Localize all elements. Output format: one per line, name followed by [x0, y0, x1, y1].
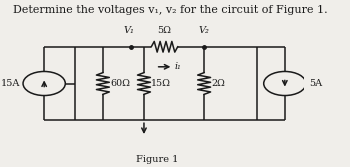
Text: V₂: V₂ — [199, 26, 210, 35]
Text: 60Ω: 60Ω — [110, 79, 130, 88]
Text: Determine the voltages v₁, v₂ for the circuit of Figure 1.: Determine the voltages v₁, v₂ for the ci… — [13, 5, 328, 15]
Text: Figure 1: Figure 1 — [136, 155, 178, 164]
Text: V₁: V₁ — [124, 26, 135, 35]
Text: 5A: 5A — [309, 79, 322, 88]
Text: 15A: 15A — [1, 79, 20, 88]
Text: i₁: i₁ — [175, 62, 182, 71]
Text: 2Ω: 2Ω — [211, 79, 225, 88]
Text: 5Ω: 5Ω — [158, 26, 172, 35]
Text: 15Ω: 15Ω — [151, 79, 171, 88]
